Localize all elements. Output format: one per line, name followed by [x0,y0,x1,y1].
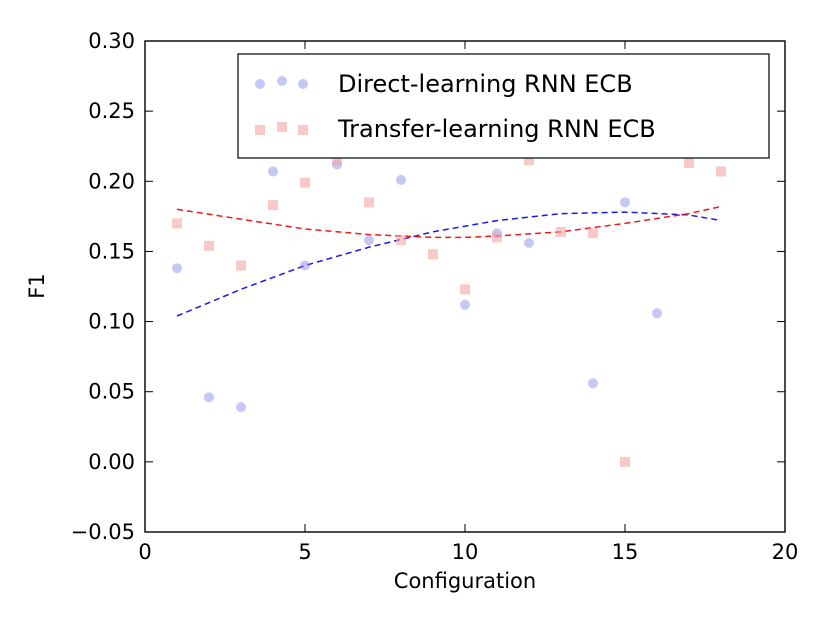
legend-entry-transfer: Transfer-learning RNN ECB [255,115,656,143]
legend-marker-square [298,125,308,135]
transfer-data-point [460,284,470,295]
direct-data-point [236,402,246,413]
direct-data-point [588,378,598,389]
transfer-data-point [396,235,406,246]
transfer-data-point [204,240,214,251]
y-tick-label: −0.05 [71,520,135,544]
transfer-data-point [620,456,630,467]
y-axis-label: F1 [25,273,49,298]
axis-ticks: 0 5 10 15 20 −0.05 0.00 0.05 0.10 0.15 0.20 0.25 0.3… [71,29,799,564]
direct-data-point [172,263,182,274]
direct-data-point [396,174,406,185]
transfer-data-point [716,166,726,177]
y-tick-label: 0.00 [88,450,135,474]
transfer-data-point [524,155,534,166]
legend-marker-circle [298,79,308,89]
transfer-data-point [684,158,694,169]
transfer-data-point [236,260,246,271]
direct-data-point [300,260,310,271]
x-tick-label: 15 [612,540,639,564]
transfer-data-point [332,155,342,166]
direct-data-point [460,299,470,310]
x-tick-label: 5 [298,540,311,564]
transfer-data-point [556,226,566,237]
transfer-data-point [364,197,374,208]
legend-label-transfer: Transfer-learning RNN ECB [337,115,656,143]
x-tick-label: 20 [772,540,799,564]
legend-marker-square [277,122,287,132]
y-tick-label: 0.05 [88,380,135,404]
transfer-data-point [492,232,502,243]
transfer-data-point [300,177,310,188]
direct-data-point [620,197,630,208]
transfer-data-point [172,218,182,229]
transfer-data-point [268,200,278,211]
x-axis-label: Configuration [394,569,536,593]
x-tick-label: 0 [138,540,151,564]
y-tick-label: 0.30 [88,29,135,53]
y-tick-label: 0.15 [88,239,135,263]
y-tick-label: 0.25 [88,99,135,123]
direct-data-point [204,392,214,403]
direct-data-point [524,238,534,249]
legend-marker-circle [255,79,265,89]
legend-entry-direct: Direct-learning RNN ECB [255,70,633,98]
direct-data-point [652,308,662,319]
legend-box [237,53,770,159]
y-tick-label: 0.10 [88,310,135,334]
transfer-data-point [588,228,598,239]
chart-marks [172,155,726,467]
y-tick-label: 0.20 [88,169,135,193]
x-tick-label: 10 [452,540,479,564]
legend: Direct-learning RNN ECB Transfer-learnin… [237,53,770,159]
direct-data-point [268,166,278,177]
transfer-data-point [428,249,438,260]
legend-marker-square [255,125,265,135]
direct-data-point [364,235,374,246]
direct-trend-line [176,211,722,317]
legend-label-direct: Direct-learning RNN ECB [338,70,633,98]
legend-marker-circle [277,76,287,86]
transfer-trend-line [176,205,722,239]
